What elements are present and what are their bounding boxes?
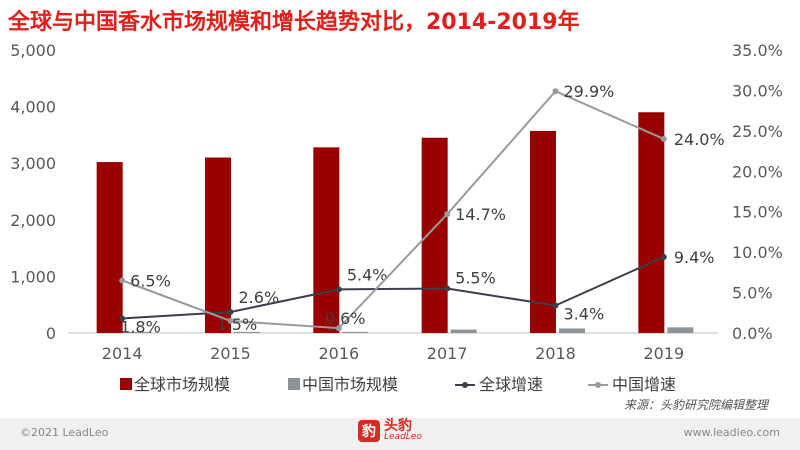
global-growth-data-label: 5.5% [455,269,496,288]
y-right-tick-label: 20.0% [732,162,783,181]
legend-label: 全球增速 [479,375,543,394]
leopard-logo-icon: 豹 [358,419,380,442]
y-left-tick-label: 1,000 [10,267,56,286]
china-growth-point [119,277,126,284]
x-tick-label: 2014 [102,344,143,363]
china-growth-data-label: 14.7% [455,205,506,224]
global-growth-point [119,315,126,322]
global-growth-data-label: 3.4% [564,305,605,324]
y-right-tick-label: 15.0% [732,203,783,222]
global-growth-data-label: 1.8% [120,317,161,336]
legend-swatch-bar [288,378,300,390]
china-market-bar [342,331,369,333]
global-market-bar [205,157,231,333]
china-growth-line [121,90,665,330]
x-tick-label: 2017 [427,344,468,363]
x-tick-label: 2018 [535,344,576,363]
legend-swatch-bar [120,378,132,390]
china-market-bar [667,327,694,333]
y-right-tick-label: 35.0% [732,41,783,60]
footer-bar [0,418,800,450]
y-left-tick-label: 4,000 [10,98,56,117]
global-market-bar [313,147,340,333]
y-left-tick-label: 3,000 [10,154,56,173]
logo-cn-text: 头豹 [384,418,412,434]
china-growth-point [335,325,342,332]
y-left-tick-label: 0 [46,324,56,343]
global-growth-point [552,302,559,309]
legend-swatch-marker [462,382,468,388]
legend-swatch-marker [595,382,601,388]
y-right-tick-label: 25.0% [732,122,783,141]
china-market-bar [450,329,477,333]
x-tick-label: 2015 [210,344,251,363]
legend-label: 中国市场规模 [302,375,398,394]
y-left-tick-label: 5,000 [10,41,56,60]
website-link[interactable]: www.leadleo.com [683,426,780,439]
y-right-tick-label: 10.0% [732,243,783,262]
global-growth-point [444,285,451,292]
china-growth-data-label: 0.6% [325,309,366,328]
china-market-bar [559,328,585,333]
x-tick-label: 2016 [318,344,359,363]
china-growth-point [660,135,667,142]
y-right-tick-label: 5.0% [732,284,773,303]
legend-label: 中国增速 [612,375,676,394]
global-growth-data-label: 9.4% [674,248,715,267]
logo-en-text: LeadLeo [384,432,422,442]
global-market-bar [421,137,448,333]
y-left-tick-label: 2,000 [10,211,56,230]
china-growth-data-label: 29.9% [564,82,615,101]
china-growth-data-label: 6.5% [130,271,171,290]
global-growth-point [660,253,667,260]
global-growth-point [227,308,234,315]
copyright-text: ©2021 LeadLeo [20,426,109,439]
global-growth-data-label: 5.4% [347,265,388,284]
china-growth-point [227,317,234,324]
global-market-bar [530,130,556,333]
china-market-bar [125,331,152,333]
leadleo-logo: 豹 头豹 LeadLeo [358,419,422,442]
china-growth-point [552,88,559,95]
china-market-bar [234,331,260,333]
y-right-tick-label: 0.0% [732,324,773,343]
china-growth-data-label: 24.0% [674,130,725,149]
source-note: 来源：头豹研究院编辑整理 [623,398,768,412]
global-market-bar [638,112,665,333]
china-growth-data-label: 1.5% [217,315,258,334]
y-right-tick-label: 30.0% [732,81,783,100]
x-tick-label: 2019 [643,344,684,363]
global-market-bar [96,162,123,333]
legend-label: 全球市场规模 [134,375,230,394]
global-growth-point [335,286,342,293]
china-growth-point [444,211,451,218]
chart-title: 全球与中国香水市场规模和增长趋势对比，2014-2019年 [8,10,580,35]
global-growth-data-label: 2.6% [239,288,280,307]
global-growth-line [122,256,665,320]
